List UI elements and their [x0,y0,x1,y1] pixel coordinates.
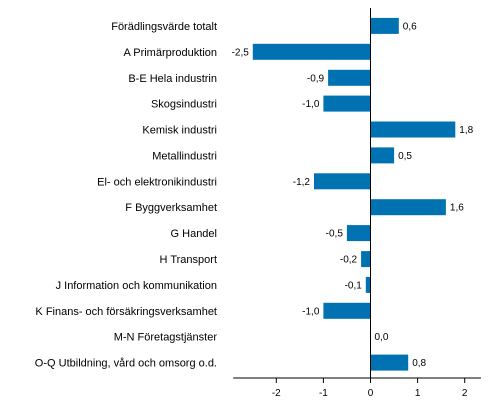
data-label: -1,0 [302,306,320,317]
data-label: 0,0 [375,332,389,343]
data-label: 0,6 [403,21,417,32]
category-label: J Information och kommunikation [56,280,217,292]
data-label: -0,5 [326,229,344,240]
x-tick-label: 2 [462,388,468,399]
bar [370,121,456,138]
data-label: -0,1 [345,280,363,291]
bar [323,302,371,319]
x-tick-label: -2 [272,388,281,399]
x-ticks-group: -2 -1 0 1 2 [272,378,468,399]
category-label: Metallindustri [152,150,217,162]
category-labels-group: Förädlingsvärde totalt A Primärproduktion… [35,21,218,370]
category-label: O-Q Utbildning, vård och omsorg o.d. [35,358,217,370]
category-label: El- och elektronikindustri [97,176,217,188]
category-label: G Handel [171,228,217,240]
bar [365,276,371,293]
category-label: Skogsindustri [151,99,217,111]
category-label: F Byggverksamhet [125,202,217,214]
bar [370,17,399,34]
category-label: K Finans- och försäkringsverksamhet [35,306,217,318]
bars-group [252,17,456,371]
bar [370,147,395,164]
data-label: -0,9 [307,73,325,84]
bar [346,225,371,242]
bar [314,173,371,190]
bar [370,199,446,216]
data-label: 0,5 [398,151,412,162]
category-label: B-E Hela industrin [128,73,217,85]
category-label: M-N Företagstjänster [114,332,218,344]
category-label: Förädlingsvärde totalt [111,21,217,33]
bar [328,69,371,86]
data-label: -1,0 [302,99,320,110]
data-label: -1,2 [293,177,311,188]
bar [370,354,409,371]
x-tick-label: -1 [319,388,328,399]
data-label: 1,8 [459,125,473,136]
bar [252,43,371,60]
category-label: A Primärproduktion [123,47,217,59]
value-labels-group: 0,6 -2,5 -0,9 -1,0 1,8 0,5 -1,2 1,6 -0,5 -0,2 -0,1… [232,21,474,369]
data-label: 1,6 [450,203,464,214]
data-label: -0,2 [340,255,358,266]
category-label: Kemisk industri [142,125,217,137]
data-label: -2,5 [232,47,250,58]
bar [361,251,371,268]
bar [323,95,371,112]
x-tick-label: 0 [368,388,374,399]
data-label: 0,8 [412,358,426,369]
x-tick-label: 1 [415,388,421,399]
category-label: H Transport [160,254,217,266]
